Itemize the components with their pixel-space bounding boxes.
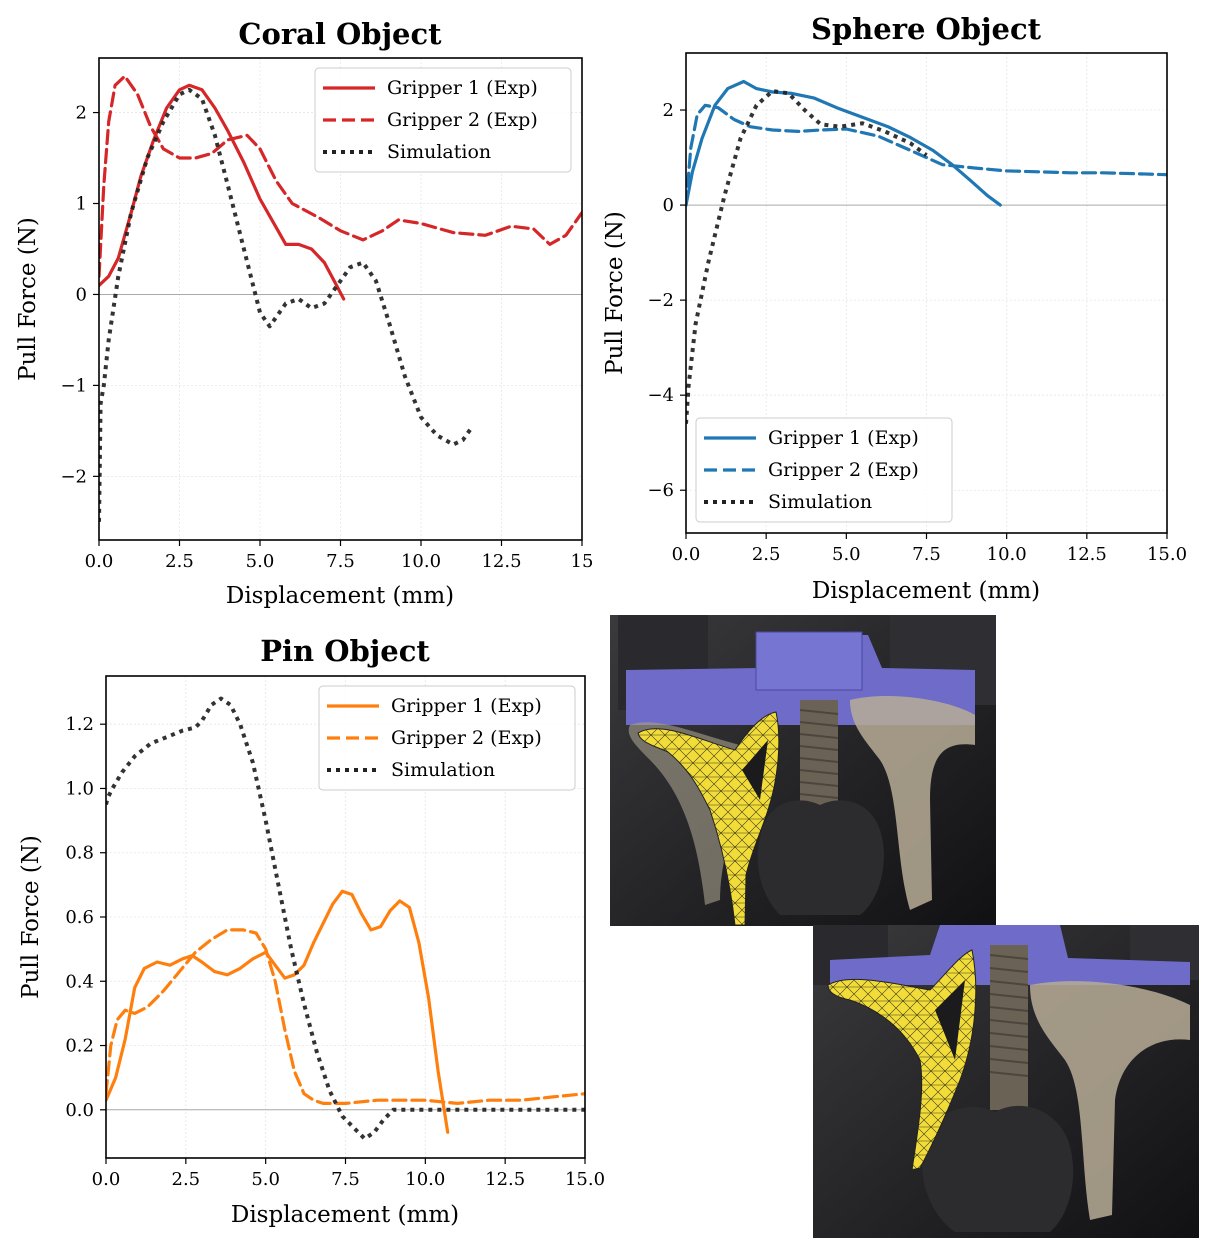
sphere-ytick-label-0: −6 <box>647 480 674 501</box>
coral-ytick-label-3: 1 <box>76 194 87 215</box>
coral-series-2-line <box>99 87 475 522</box>
pin-chart-title: Pin Object <box>260 634 430 668</box>
sphere-xtick-label-4: 10.0 <box>987 544 1027 565</box>
coral-legend-label-1: Gripper 2 (Exp) <box>387 109 538 131</box>
sphere-ytick-label-1: −4 <box>647 385 674 406</box>
coral-xtick-label-6: 15 <box>571 551 594 572</box>
coral-series-1-line <box>99 74 582 278</box>
sphere-ytick-label-3: 0 <box>663 195 674 216</box>
coral-y-axis-label: Pull Force (N) <box>15 217 41 381</box>
pin-xtick-label-5: 12.5 <box>485 1169 525 1190</box>
pin-xtick-label-3: 7.5 <box>331 1169 360 1190</box>
coral-ytick-label-0: −2 <box>60 466 87 487</box>
pin-xtick-label-6: 15.0 <box>565 1169 605 1190</box>
sphere-xtick-label-2: 5.0 <box>832 544 861 565</box>
pin-xtick-label-0: 0.0 <box>92 1169 121 1190</box>
coral-x-axis-label: Displacement (mm) <box>226 583 454 609</box>
gripper-photo-2 <box>813 925 1199 1238</box>
sphere-xtick-label-0: 0.0 <box>672 544 701 565</box>
coral-ytick-label-2: 0 <box>76 284 87 305</box>
sphere-legend-label-2: Simulation <box>768 491 872 513</box>
pin-series-1-line <box>106 928 585 1105</box>
sphere-chart-title: Sphere Object <box>811 12 1042 46</box>
pin-ytick-label-2: 0.4 <box>65 971 94 992</box>
pin-ytick-label-1: 0.2 <box>65 1036 94 1057</box>
coral-ytick-label-4: 2 <box>76 103 87 124</box>
pin-legend-label-2: Simulation <box>391 759 495 781</box>
pin-series-2-line <box>106 696 585 1141</box>
coral-xtick-label-1: 2.5 <box>165 551 194 572</box>
pin-legend: Gripper 1 (Exp) Gripper 2 (Exp) Simulation <box>318 685 576 791</box>
sphere-chart: Sphere Object 0.0 2.5 5.0 7.5 10.0 12.5 15.0 −6… <box>602 12 1187 604</box>
pin-legend-label-0: Gripper 1 (Exp) <box>391 695 542 717</box>
coral-xtick-label-4: 10.0 <box>401 551 441 572</box>
pin-ytick-label-5: 1.0 <box>65 778 94 799</box>
sphere-series-1-line <box>686 103 1167 207</box>
coral-xtick-label-3: 7.5 <box>326 551 355 572</box>
pin-ytick-label-4: 0.8 <box>65 843 94 864</box>
pin-y-axis-label: Pull Force (N) <box>18 835 44 999</box>
coral-chart-title: Coral Object <box>238 17 442 51</box>
sphere-series-0-line <box>686 79 1002 207</box>
pin-chart: Pin Object 0.0 2.5 5.0 7.5 10.0 12.5 15.0 0.0 0.… <box>18 634 605 1228</box>
pin-series-0-line <box>106 889 450 1134</box>
coral-ytick-label-1: −1 <box>60 375 87 396</box>
pin-legend-box <box>318 685 576 791</box>
sphere-xtick-label-1: 2.5 <box>752 544 781 565</box>
pin-xtick-label-1: 2.5 <box>172 1169 201 1190</box>
coral-legend: Gripper 1 (Exp) Gripper 2 (Exp) Simulation <box>314 67 572 173</box>
sphere-x-axis-label: Displacement (mm) <box>812 578 1040 604</box>
pin-ytick-label-3: 0.6 <box>65 907 94 928</box>
sphere-legend-label-1: Gripper 2 (Exp) <box>768 459 919 481</box>
coral-legend-box <box>314 67 572 173</box>
coral-series-0-line <box>99 83 346 301</box>
pin-x-axis-label: Displacement (mm) <box>231 1202 459 1228</box>
sphere-legend: Gripper 1 (Exp) Gripper 2 (Exp) Simulation <box>695 417 953 523</box>
pin-ytick-label-6: 1.2 <box>65 714 94 735</box>
sphere-ytick-label-2: −2 <box>647 290 674 311</box>
pin-xtick-label-4: 10.0 <box>405 1169 445 1190</box>
coral-xtick-label-5: 12.5 <box>481 551 521 572</box>
sphere-y-axis-label: Pull Force (N) <box>602 211 628 375</box>
sphere-legend-label-0: Gripper 1 (Exp) <box>768 427 919 449</box>
pin-ytick-label-0: 0.0 <box>65 1100 94 1121</box>
sphere-xtick-label-5: 12.5 <box>1067 544 1107 565</box>
sphere-xtick-label-6: 15.0 <box>1147 544 1187 565</box>
pin-xtick-label-2: 5.0 <box>251 1169 280 1190</box>
coral-legend-label-2: Simulation <box>387 141 491 163</box>
coral-xtick-label-0: 0.0 <box>85 551 114 572</box>
gripper-photo-1 <box>610 615 996 926</box>
coral-xtick-label-2: 5.0 <box>246 551 275 572</box>
coral-chart: Coral Object 0.0 2.5 5.0 7.5 10.0 12.5 15 −2 −1 0… <box>15 17 593 609</box>
pin-legend-label-1: Gripper 2 (Exp) <box>391 727 542 749</box>
sphere-ytick-label-4: 2 <box>663 100 674 121</box>
coral-legend-label-0: Gripper 1 (Exp) <box>387 77 538 99</box>
sphere-xtick-label-3: 7.5 <box>912 544 941 565</box>
sphere-legend-box <box>695 417 953 523</box>
